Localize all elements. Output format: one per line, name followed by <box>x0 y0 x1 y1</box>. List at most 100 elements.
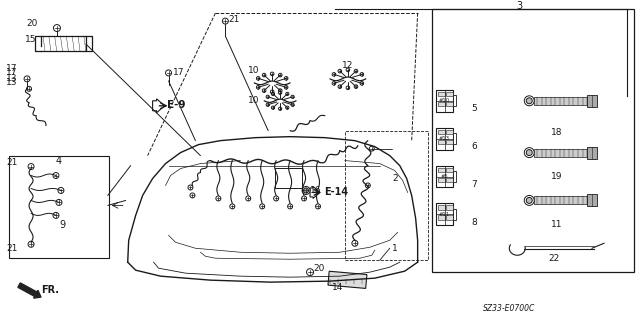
Text: 6: 6 <box>472 142 477 151</box>
Text: 7: 7 <box>472 180 477 189</box>
Text: 17: 17 <box>173 68 184 78</box>
Circle shape <box>346 86 349 90</box>
Bar <box>445 102 452 106</box>
Circle shape <box>56 199 62 205</box>
Circle shape <box>260 204 265 209</box>
Circle shape <box>28 241 34 247</box>
FancyArrow shape <box>310 187 320 198</box>
Circle shape <box>369 146 374 151</box>
Circle shape <box>287 204 292 209</box>
Circle shape <box>27 86 31 91</box>
Circle shape <box>274 196 278 201</box>
Bar <box>438 130 445 134</box>
Circle shape <box>291 95 294 98</box>
Circle shape <box>262 89 266 93</box>
Bar <box>328 271 367 288</box>
Text: FR.: FR. <box>41 285 59 295</box>
Bar <box>438 205 445 210</box>
Circle shape <box>301 196 307 201</box>
Text: 16: 16 <box>310 186 321 195</box>
Circle shape <box>278 73 282 77</box>
Bar <box>445 177 452 182</box>
Circle shape <box>266 103 269 106</box>
Text: 15: 15 <box>25 34 36 43</box>
Text: 21: 21 <box>6 158 17 167</box>
Circle shape <box>526 197 532 204</box>
Bar <box>453 171 456 182</box>
Circle shape <box>257 85 260 89</box>
Circle shape <box>24 76 30 82</box>
Circle shape <box>284 77 288 80</box>
Circle shape <box>188 185 193 190</box>
FancyArrow shape <box>152 99 164 113</box>
Circle shape <box>291 103 294 106</box>
Circle shape <box>222 18 228 24</box>
Circle shape <box>332 82 336 85</box>
Text: #10: #10 <box>438 98 450 103</box>
Bar <box>445 215 452 220</box>
Circle shape <box>285 106 289 109</box>
Circle shape <box>270 90 274 93</box>
Bar <box>436 128 453 150</box>
Bar <box>431 9 634 272</box>
Text: 22: 22 <box>548 254 560 263</box>
Bar <box>438 167 445 172</box>
Circle shape <box>216 196 221 201</box>
Text: 4: 4 <box>56 156 62 166</box>
Circle shape <box>58 188 64 193</box>
Circle shape <box>53 212 59 219</box>
Circle shape <box>266 95 269 98</box>
Text: 11: 11 <box>552 220 563 229</box>
Text: 10: 10 <box>248 96 260 105</box>
Bar <box>445 140 452 144</box>
Text: 2: 2 <box>393 174 398 183</box>
Text: SZ33-E0700C: SZ33-E0700C <box>483 304 536 313</box>
Circle shape <box>166 70 172 76</box>
Circle shape <box>352 240 358 246</box>
Circle shape <box>360 73 364 76</box>
Text: 10: 10 <box>248 66 260 75</box>
Circle shape <box>303 188 308 193</box>
Text: 17: 17 <box>6 68 18 78</box>
Circle shape <box>285 92 289 95</box>
Circle shape <box>190 193 195 198</box>
Circle shape <box>230 204 235 209</box>
Circle shape <box>284 85 288 89</box>
Bar <box>9 156 109 258</box>
Circle shape <box>365 183 371 188</box>
Circle shape <box>524 148 534 158</box>
Bar <box>438 140 445 144</box>
Bar <box>436 166 453 188</box>
Bar <box>587 147 597 159</box>
Text: 20: 20 <box>26 19 37 27</box>
Circle shape <box>54 25 60 32</box>
Text: 13: 13 <box>6 74 18 83</box>
Bar <box>345 131 428 260</box>
Text: 9: 9 <box>59 220 65 230</box>
Text: 21: 21 <box>6 244 17 253</box>
Circle shape <box>524 196 534 205</box>
Circle shape <box>332 73 336 76</box>
Circle shape <box>278 107 282 110</box>
Text: 5: 5 <box>472 104 477 113</box>
Text: #13: #13 <box>438 136 450 141</box>
Text: 21: 21 <box>228 15 240 24</box>
Circle shape <box>346 68 349 72</box>
Circle shape <box>524 96 534 106</box>
Bar <box>445 130 452 134</box>
Bar <box>453 95 456 106</box>
FancyArrow shape <box>18 283 41 298</box>
Circle shape <box>354 85 358 88</box>
Bar <box>438 102 445 106</box>
Bar <box>438 177 445 182</box>
Bar <box>453 133 456 144</box>
Circle shape <box>526 150 532 156</box>
Text: 14: 14 <box>332 283 343 292</box>
Bar <box>453 209 456 220</box>
Bar <box>436 204 453 225</box>
Bar <box>587 195 597 206</box>
Text: 13: 13 <box>6 78 18 87</box>
Circle shape <box>360 82 364 85</box>
Circle shape <box>338 69 342 73</box>
Circle shape <box>246 196 251 201</box>
